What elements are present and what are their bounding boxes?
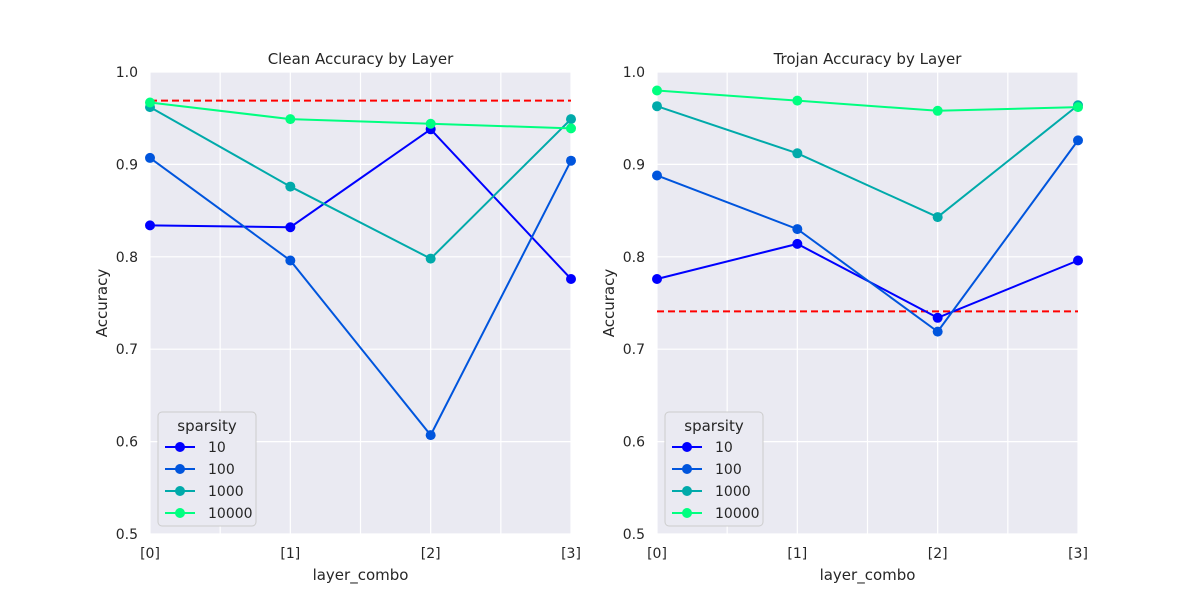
series-line-100 — [149, 157, 572, 437]
chart-title: Clean Accuracy by Layer — [268, 50, 454, 68]
x-tick-label: [0] — [140, 546, 160, 562]
series-line-100 — [656, 139, 1079, 334]
y-tick-label: 0.8 — [116, 250, 138, 266]
data-point-10000 — [1073, 102, 1083, 113]
legend-swatch-marker — [682, 464, 692, 474]
data-point-100 — [285, 255, 296, 266]
y-tick-label: 0.6 — [116, 435, 138, 451]
x-tick-label: [2] — [421, 546, 441, 562]
legend: sparsity 10 100 1000 10000 — [157, 411, 257, 527]
data-point-100 — [566, 155, 576, 166]
y-tick-label: 0.5 — [623, 527, 645, 543]
legend-swatch-marker — [682, 486, 692, 496]
x-axis-label: layer_combo — [820, 566, 916, 585]
legend: sparsity 10 100 1000 10000 — [664, 411, 764, 527]
x-tick-label: [2] — [928, 546, 948, 562]
data-point-1000 — [652, 101, 662, 112]
legend-swatch-marker — [175, 486, 185, 496]
legend-swatch-marker — [175, 464, 185, 474]
x-tick-label: [0] — [647, 546, 667, 562]
y-tick-label: 1.0 — [623, 65, 645, 81]
data-point-10000 — [652, 85, 662, 96]
data-point-10 — [566, 273, 576, 284]
legend-label-10: 10 — [208, 440, 226, 456]
data-point-10000 — [932, 105, 943, 116]
legend-box — [157, 411, 257, 527]
tick-labels: 0.5 0.6 0.7 0.8 0.9 1.0 [0] [1] [2] [3] — [116, 65, 581, 562]
legend-label-1000: 1000 — [208, 484, 244, 500]
data-point-100 — [1073, 135, 1083, 146]
series-line-1000 — [656, 104, 1079, 219]
data-point-1000 — [932, 212, 943, 223]
data-point-10 — [1073, 255, 1083, 266]
data-point-10 — [285, 222, 296, 233]
data-point-100 — [792, 224, 803, 235]
y-tick-label: 0.6 — [623, 435, 645, 451]
series-line-10 — [149, 127, 572, 280]
legend-title: sparsity — [177, 417, 237, 435]
legend-label-10: 10 — [715, 440, 733, 456]
x-tick-label: [3] — [1068, 546, 1088, 562]
series-line-10000 — [656, 89, 1079, 112]
data-point-100 — [652, 170, 662, 181]
y-tick-label: 0.9 — [623, 157, 645, 173]
y-tick-label: 0.7 — [116, 342, 138, 358]
x-tick-label: [1] — [787, 546, 807, 562]
data-point-10 — [932, 312, 943, 323]
y-tick-label: 0.5 — [116, 527, 138, 543]
y-tick-label: 1.0 — [116, 65, 138, 81]
data-point-10 — [792, 238, 803, 249]
chart-panel-clean: 0.5 0.6 0.7 0.8 0.9 1.0 [0] [1] [2] [3] Clean Acc… — [93, 50, 581, 585]
legend-label-10000: 10000 — [715, 506, 760, 522]
data-point-10000 — [145, 97, 155, 108]
legend-box — [664, 411, 764, 527]
data-point-1000 — [792, 148, 803, 159]
y-tick-label: 0.9 — [116, 157, 138, 173]
series-line-10000 — [149, 101, 572, 130]
legend-swatch-marker — [682, 508, 692, 518]
x-axis-label: layer_combo — [313, 566, 409, 585]
tick-labels: 0.5 0.6 0.7 0.8 0.9 1.0 [0] [1] [2] [3] — [623, 65, 1088, 562]
grid — [656, 71, 1079, 535]
legend-label-10000: 10000 — [208, 506, 253, 522]
y-axis-label: Accuracy — [600, 269, 618, 338]
series-group — [652, 85, 1083, 337]
series-group — [145, 97, 576, 441]
data-point-100 — [145, 152, 155, 163]
x-tick-label: [1] — [280, 546, 300, 562]
data-point-1000 — [285, 181, 296, 192]
data-point-10000 — [566, 123, 576, 134]
data-point-1000 — [566, 114, 576, 125]
data-point-10000 — [792, 95, 803, 106]
chart-title: Trojan Accuracy by Layer — [773, 50, 963, 68]
legend-swatch-marker — [682, 442, 692, 452]
data-point-100 — [425, 430, 436, 441]
data-point-10 — [652, 273, 662, 284]
legend-label-100: 100 — [208, 462, 235, 478]
data-point-100 — [932, 326, 943, 337]
x-tick-label: [3] — [561, 546, 581, 562]
y-tick-label: 0.7 — [623, 342, 645, 358]
series-line-1000 — [149, 106, 572, 260]
legend-label-1000: 1000 — [715, 484, 751, 500]
legend-label-100: 100 — [715, 462, 742, 478]
chart-panel-trojan: 0.5 0.6 0.7 0.8 0.9 1.0 [0] [1] [2] [3] Trojan Ac… — [600, 50, 1088, 585]
data-point-10000 — [285, 114, 296, 125]
legend-swatch-marker — [175, 508, 185, 518]
legend-swatch-marker — [175, 442, 185, 452]
y-axis-label: Accuracy — [93, 269, 111, 338]
legend-title: sparsity — [684, 417, 744, 435]
data-point-10 — [145, 220, 155, 231]
y-tick-label: 0.8 — [623, 250, 645, 266]
data-point-10000 — [425, 118, 436, 129]
data-point-1000 — [425, 253, 436, 264]
